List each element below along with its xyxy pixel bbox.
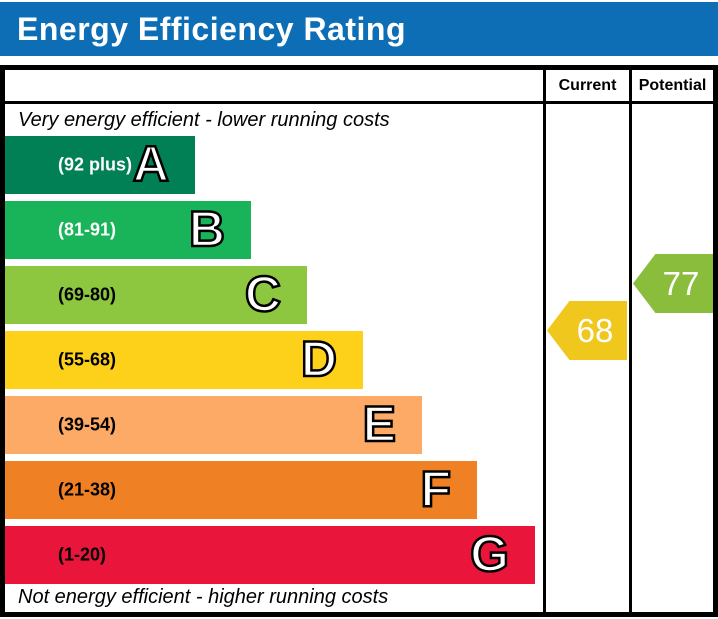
page-title: Energy Efficiency Rating bbox=[17, 10, 406, 47]
potential-rating-value: 77 bbox=[662, 264, 700, 302]
current-column-header: Current bbox=[558, 76, 617, 94]
band-row-b: (81-91) B bbox=[5, 201, 251, 259]
potential-column-header: Potential bbox=[638, 76, 707, 94]
band-row-f: (21-38) F bbox=[5, 461, 477, 519]
band-range-label: (21-38) bbox=[58, 479, 117, 500]
bottom-note: Not energy efficient - higher running co… bbox=[18, 586, 389, 608]
band-letter: D bbox=[300, 331, 339, 387]
current-rating-value: 68 bbox=[576, 311, 614, 349]
band-row-g: (1-20) G bbox=[5, 526, 535, 584]
title-bar: Energy Efficiency Rating bbox=[0, 2, 718, 56]
band-range-label: (69-80) bbox=[58, 284, 117, 305]
band-row-e: (39-54) E bbox=[5, 396, 422, 454]
band-letter: B bbox=[188, 201, 227, 257]
band-range-label: (92 plus) bbox=[58, 154, 133, 175]
band-range-label: (55-68) bbox=[58, 349, 117, 370]
chart-frame: Current Potential Very energy efficient … bbox=[0, 65, 718, 617]
band-row-a: (92 plus) A bbox=[5, 136, 195, 194]
band-row-d: (55-68) D bbox=[5, 331, 363, 389]
band-letter: A bbox=[132, 136, 171, 192]
band-range-label: (81-91) bbox=[58, 219, 117, 240]
header-separator bbox=[5, 101, 713, 104]
band-letter: C bbox=[244, 266, 283, 322]
band-row-c: (69-80) C bbox=[5, 266, 307, 324]
band-letter: G bbox=[469, 526, 510, 582]
potential-rating-arrow: 77 bbox=[633, 254, 713, 313]
band-letter: E bbox=[361, 396, 397, 452]
current-rating-arrow: 68 bbox=[547, 301, 627, 360]
band-letter: F bbox=[419, 461, 452, 517]
current-column-divider bbox=[543, 70, 546, 612]
band-range-label: (39-54) bbox=[58, 414, 117, 435]
band-range-label: (1-20) bbox=[58, 544, 107, 565]
potential-column-divider bbox=[629, 70, 632, 612]
top-note: Very energy efficient - lower running co… bbox=[18, 109, 390, 131]
